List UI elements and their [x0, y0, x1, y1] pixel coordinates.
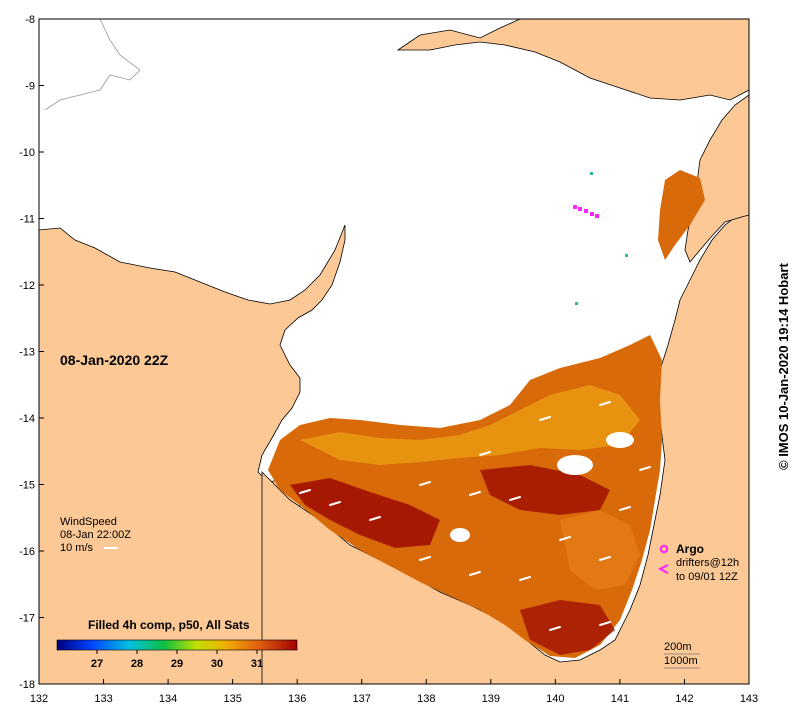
wind-legend-title: WindSpeed: [60, 516, 117, 528]
lon-tick-label: 140: [546, 693, 564, 705]
drifter-point: [625, 254, 628, 257]
lon-tick-label: 141: [611, 693, 629, 705]
land-gulf-south: [261, 204, 749, 684]
cloud-gap: [606, 432, 634, 448]
lon-tick-label: 135: [223, 693, 241, 705]
colorbar-tick-label: 30: [211, 658, 223, 670]
colorbar-tick-label: 28: [131, 658, 143, 670]
colorbar: [56, 639, 298, 651]
argo-label: Argo: [676, 542, 704, 556]
land-new-guinea: [396, 19, 749, 101]
lat-tick-label: -18: [19, 679, 35, 691]
colorbar-tick-label: 27: [91, 658, 103, 670]
lat-tick-label: -10: [19, 147, 35, 159]
drifter-point: [590, 172, 593, 175]
colorbar-title: Filled 4h comp, p50, All Sats: [88, 618, 250, 632]
lat-tick-label: -9: [25, 81, 35, 93]
argo-drifter-track: [573, 205, 599, 218]
lat-tick-label: -13: [19, 347, 35, 359]
cloud-gap: [450, 528, 470, 542]
lon-tick-label: 139: [482, 693, 500, 705]
drifter-symbol-icon: [657, 564, 669, 574]
lon-tick-label: 143: [740, 693, 758, 705]
depth-legend: 200m 1000m: [664, 640, 698, 668]
lon-tick-label: 133: [94, 693, 112, 705]
longitude-axis: 132 133 134 135 136 137 138 139 140 141 142 143: [30, 679, 758, 705]
wind-legend-time: 08-Jan 22:00Z: [60, 529, 131, 541]
sst-hot-patch-1: [290, 478, 440, 548]
lat-tick-label: -12: [19, 280, 35, 292]
colorbar-tick-label: 29: [171, 658, 183, 670]
wind-arrows: [299, 401, 651, 631]
sst-hot-patch-2: [480, 465, 610, 515]
lon-tick-label: 138: [417, 693, 435, 705]
colorbar-axis: 27 28 29 30 31: [91, 650, 263, 670]
contour-200-label: 200m: [664, 641, 692, 653]
cloud-gap: [557, 455, 593, 475]
sst-mid-patch: [560, 510, 640, 590]
sst-coastal-strip: [658, 170, 705, 260]
credit-label: © IMOS 10-Jan-2020 19:14 Hobart: [776, 263, 791, 470]
lon-tick-label: 136: [288, 693, 306, 705]
drifters-sub-label: to 09/01 12Z: [676, 571, 738, 583]
argo-symbol-icon: [659, 544, 669, 554]
wind-legend-scale: 10 m/s: [60, 542, 94, 554]
lat-tick-label: -16: [19, 546, 35, 558]
sst-hot-patch-3: [520, 600, 615, 655]
coastline-timor: [44, 19, 141, 111]
lat-tick-label: -15: [19, 480, 35, 492]
lon-tick-label: 137: [353, 693, 371, 705]
timestamp-label: 08-Jan-2020 22Z: [60, 352, 169, 368]
drifter-point: [575, 302, 578, 305]
lon-tick-label: 132: [30, 693, 48, 705]
lat-tick-label: -14: [19, 413, 35, 425]
latitude-axis: -8 -9 -10 -11 -12 -13 -14 -15 -16 -17 -18: [19, 14, 44, 691]
lat-tick-label: -17: [19, 613, 35, 625]
argo-legend: Argo drifters@12h to 09/01 12Z: [660, 542, 739, 584]
sst-warm-patch: [300, 385, 640, 465]
lat-tick-label: -8: [25, 14, 35, 26]
contour-1000-label: 1000m: [664, 655, 698, 667]
lon-tick-label: 142: [675, 693, 693, 705]
colorbar-tick-label: 31: [251, 658, 263, 670]
wind-legend: WindSpeed 08-Jan 22:00Z 10 m/s: [60, 516, 131, 555]
lat-tick-label: -11: [20, 214, 35, 226]
drifters-label: drifters@12h: [676, 557, 740, 569]
lon-tick-label: 134: [159, 693, 177, 705]
